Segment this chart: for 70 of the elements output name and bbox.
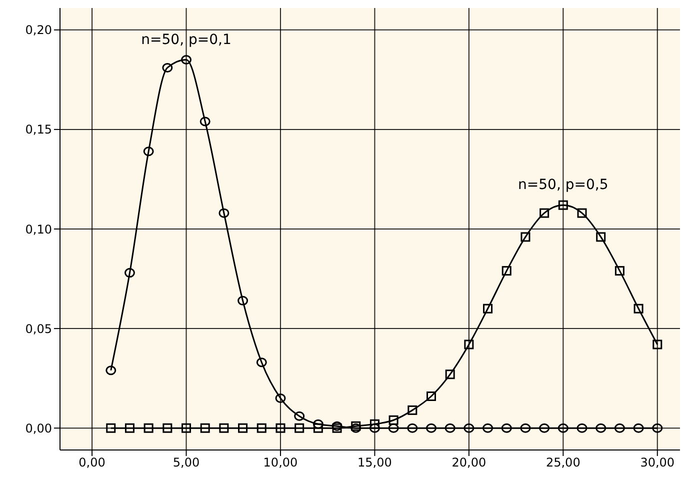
x-tick-label: 10,00 [263, 456, 298, 470]
point [106, 366, 116, 376]
point [614, 266, 624, 276]
point [483, 304, 493, 314]
point [370, 419, 380, 429]
point [426, 423, 436, 433]
point [520, 232, 530, 242]
point [238, 423, 248, 433]
point [369, 423, 380, 433]
y-tick-label: 0,10 [25, 222, 52, 236]
point [294, 411, 305, 421]
point [238, 296, 248, 306]
point [218, 208, 230, 218]
point [276, 423, 286, 433]
y-tick-label: 0,15 [25, 122, 52, 137]
point [408, 405, 418, 415]
point [464, 423, 474, 433]
point [144, 423, 154, 433]
point [388, 423, 399, 433]
point [558, 423, 568, 433]
point [312, 419, 324, 429]
y-tick-label: 0,00 [25, 421, 52, 436]
x-tick-label: 15,00 [358, 456, 392, 470]
point [181, 55, 192, 65]
point [200, 116, 210, 126]
point [426, 391, 436, 401]
point [124, 423, 134, 433]
annotation: n=50, p=0,5 [518, 177, 608, 194]
y-tick-label: 0,05 [25, 322, 52, 336]
point [200, 423, 210, 433]
point [482, 423, 494, 433]
point [407, 423, 418, 433]
x-tick-label: 20,00 [452, 456, 486, 470]
x-tick-label: 25,00 [546, 456, 580, 470]
point [576, 423, 588, 433]
point [313, 423, 323, 433]
point [219, 423, 229, 433]
x-tick-label: 0,00 [78, 456, 106, 470]
point [162, 423, 172, 433]
point [577, 208, 587, 218]
point [275, 393, 286, 403]
point [106, 423, 116, 433]
point [540, 208, 550, 218]
point [143, 146, 154, 156]
annotation: n=50, p=0,1 [141, 32, 232, 48]
point [294, 423, 304, 433]
point [633, 423, 644, 433]
point [464, 340, 474, 350]
point [445, 370, 455, 380]
point [256, 358, 267, 368]
point [256, 423, 266, 433]
point [162, 62, 173, 72]
point [502, 266, 512, 276]
point [596, 423, 606, 433]
x-tick-label: 5,00 [172, 456, 200, 470]
point [388, 415, 398, 425]
point [539, 423, 550, 433]
point [520, 423, 531, 433]
point [652, 340, 662, 350]
point [124, 268, 135, 278]
x-tick-label: 30,00 [640, 456, 675, 470]
y-tick-label: 0,20 [25, 23, 52, 38]
point [501, 423, 512, 433]
point [614, 423, 625, 433]
point [634, 304, 644, 314]
point [182, 423, 192, 433]
point [558, 200, 568, 210]
point [444, 423, 456, 433]
point [596, 232, 606, 242]
point [652, 423, 663, 433]
